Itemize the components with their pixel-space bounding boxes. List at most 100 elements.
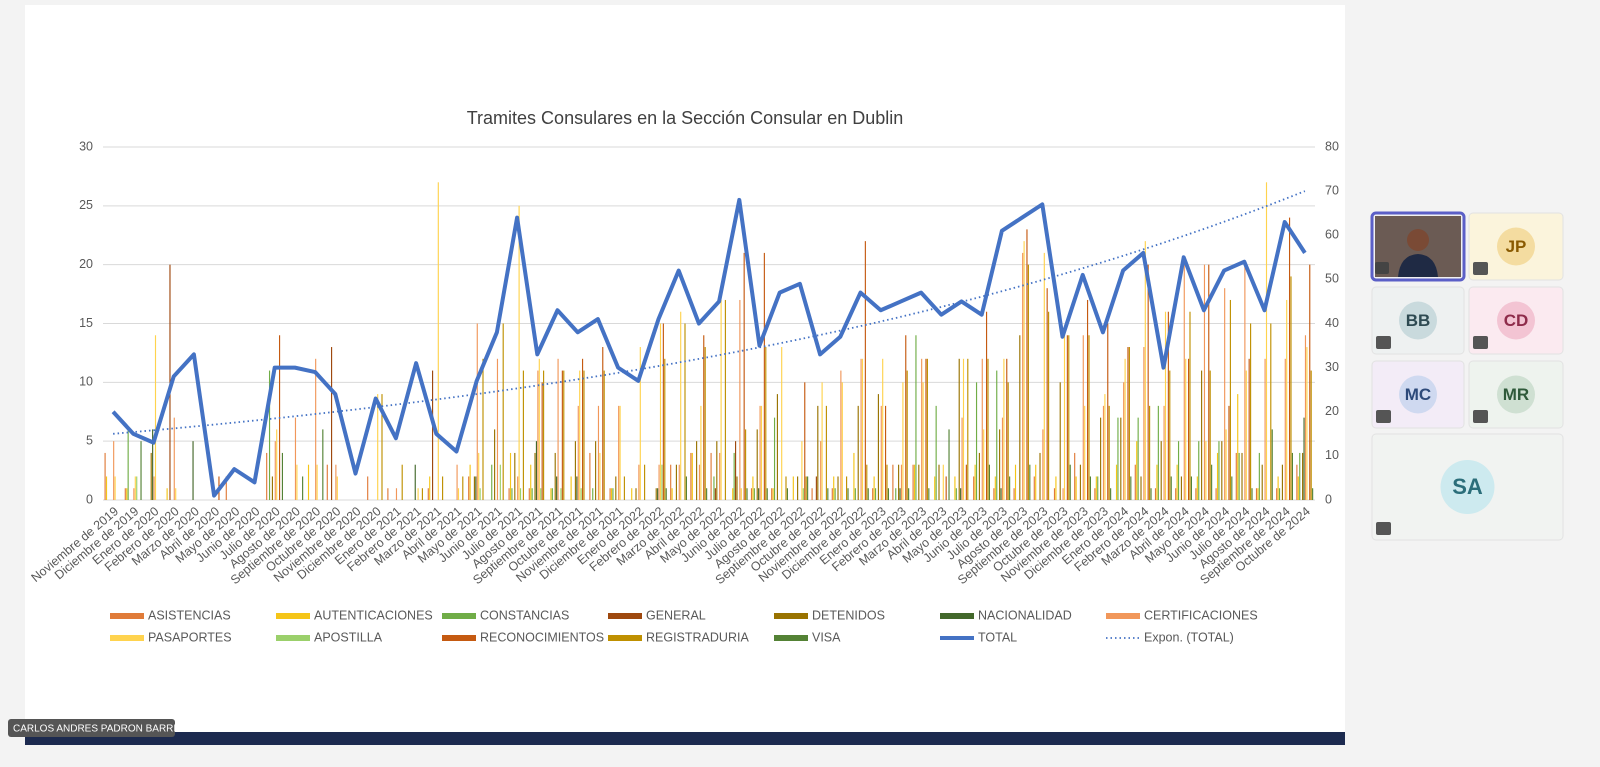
bar <box>756 429 758 500</box>
bar <box>892 464 894 500</box>
bar <box>825 405 827 500</box>
bar <box>743 252 745 500</box>
bar <box>462 476 464 500</box>
mute-icon <box>1376 336 1391 349</box>
bar <box>1276 488 1278 500</box>
bar <box>1062 488 1064 500</box>
bar <box>740 488 742 500</box>
bar <box>1303 417 1305 500</box>
bar <box>703 335 705 500</box>
bar <box>1288 217 1291 500</box>
bar <box>1257 488 1259 500</box>
bar <box>639 347 641 500</box>
bar <box>638 464 640 500</box>
bar <box>792 476 794 500</box>
avatar <box>1497 301 1535 340</box>
bar <box>1205 441 1207 500</box>
participant-tile[interactable]: MC <box>1371 360 1465 429</box>
bar <box>1228 405 1230 500</box>
bar <box>771 488 773 500</box>
bar <box>1281 464 1283 500</box>
bar <box>821 382 823 500</box>
bar <box>583 370 585 500</box>
bar <box>765 347 767 500</box>
bar <box>644 464 646 500</box>
participant-tile[interactable]: SA <box>1371 433 1564 541</box>
mute-icon <box>1473 410 1488 423</box>
bar <box>336 476 338 500</box>
bar <box>662 323 664 500</box>
bar <box>820 441 822 500</box>
bar <box>1100 417 1102 500</box>
mute-icon <box>1473 336 1488 349</box>
participant-tile[interactable]: JP <box>1468 212 1564 281</box>
bar <box>811 488 813 500</box>
bar <box>537 370 539 500</box>
legend-swatch <box>774 635 808 641</box>
bar <box>1224 288 1226 500</box>
bar <box>1221 441 1223 500</box>
bar <box>114 476 116 500</box>
bar <box>140 441 142 500</box>
bar <box>773 417 776 500</box>
bar <box>576 476 578 500</box>
self-video-tile[interactable] <box>1370 211 1466 282</box>
bar <box>482 358 484 500</box>
bar <box>589 452 591 500</box>
y2-tick-label: 0 <box>1325 492 1332 506</box>
bar <box>599 452 601 500</box>
y-tick-label: 25 <box>79 198 93 212</box>
bar <box>1238 452 1240 500</box>
bar <box>1291 452 1293 500</box>
bar <box>1225 429 1227 500</box>
bar <box>538 358 540 500</box>
bar <box>973 476 975 500</box>
participant-tile[interactable]: MR <box>1468 360 1564 429</box>
bar <box>126 488 128 500</box>
y2-tick-label: 70 <box>1325 183 1339 197</box>
bar <box>473 476 475 500</box>
bar <box>502 323 504 500</box>
bar <box>664 358 666 500</box>
bar <box>841 382 843 500</box>
presenter-tag <box>8 719 175 737</box>
participant-tile[interactable]: CD <box>1468 286 1564 355</box>
bar <box>1001 417 1004 500</box>
bar <box>696 441 698 500</box>
bar <box>1297 476 1299 500</box>
bar <box>1150 488 1152 500</box>
bar <box>1160 441 1162 500</box>
bar <box>302 476 304 500</box>
bar <box>395 488 398 500</box>
bar <box>1079 464 1081 500</box>
bar <box>900 464 903 500</box>
bar <box>1063 335 1066 500</box>
bar <box>954 476 956 500</box>
slide-footer-bar <box>25 732 1345 745</box>
bar <box>785 476 787 500</box>
bar <box>615 476 617 500</box>
mute-icon <box>1375 262 1389 274</box>
bar <box>531 488 533 500</box>
legend-label: REGISTRADURIA <box>646 630 749 644</box>
bar <box>1251 488 1253 500</box>
bar <box>494 429 496 500</box>
bar <box>1027 264 1029 500</box>
legend-label: RECONOCIMIENTOS <box>480 630 604 644</box>
bar <box>720 299 722 500</box>
bar <box>574 441 576 500</box>
bar <box>1014 464 1017 500</box>
bar <box>1110 488 1112 500</box>
bar <box>124 488 126 500</box>
bar <box>960 488 962 500</box>
bar <box>962 358 965 500</box>
y-tick-label: 5 <box>86 433 93 447</box>
bar <box>612 488 614 500</box>
bar <box>665 488 667 500</box>
bar <box>401 464 403 500</box>
person-body <box>1398 254 1438 277</box>
participant-tile[interactable]: BB <box>1371 286 1465 355</box>
bar <box>134 476 136 500</box>
legend-swatch <box>1106 613 1140 619</box>
bar <box>1211 464 1213 500</box>
